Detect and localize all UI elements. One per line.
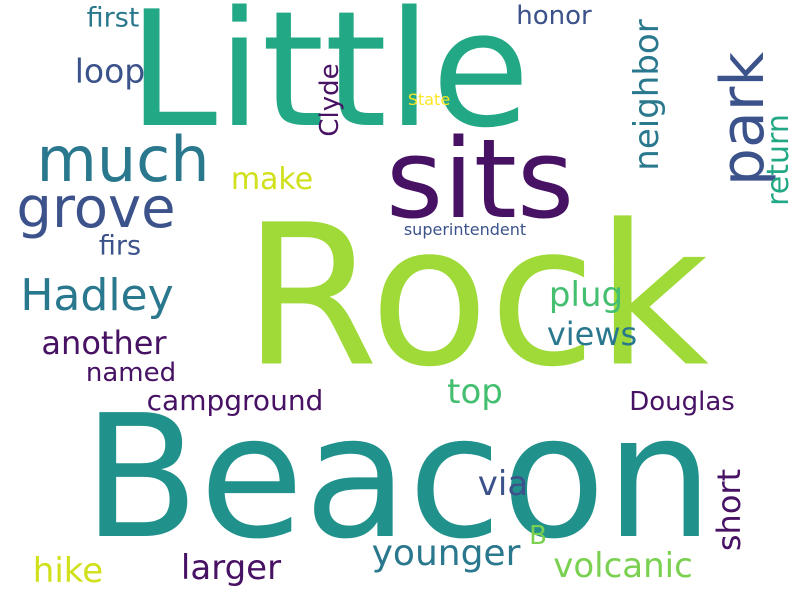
word-first: first — [86, 2, 140, 34]
word-via: via — [477, 464, 529, 504]
word-honor: honor — [516, 1, 592, 31]
word-top: top — [447, 372, 503, 412]
word-short: short — [710, 468, 748, 552]
word-younger: younger — [371, 533, 521, 574]
word-hadley: Hadley — [20, 270, 174, 321]
word-larger: larger — [180, 548, 282, 588]
word-neighbor: neighbor — [627, 19, 667, 171]
word-firs: firs — [98, 230, 142, 262]
word-b: B — [529, 521, 547, 551]
word-return: return — [761, 114, 796, 206]
word-loop: loop — [74, 51, 146, 91]
word-superintendent: superintendent — [403, 220, 527, 239]
word-little: Little — [128, 0, 530, 163]
word-beacon: Beacon — [82, 379, 714, 577]
word-rock: Rock — [242, 182, 710, 410]
word-grove: grove — [16, 176, 176, 241]
word-hike: hike — [32, 551, 104, 591]
word-clyde: Clyde — [315, 63, 345, 137]
word-sits: sits — [385, 115, 575, 243]
word-named: named — [85, 358, 177, 388]
word-state: State — [407, 90, 451, 109]
word-another: another — [41, 324, 167, 362]
word-plug: plug — [548, 275, 624, 315]
word-make: make — [230, 162, 314, 197]
word-douglas: Douglas — [629, 387, 735, 417]
word-views: views — [546, 315, 638, 353]
word-much: much — [36, 123, 210, 196]
word-volcanic: volcanic — [553, 546, 693, 586]
word-campground: campground — [146, 384, 324, 417]
